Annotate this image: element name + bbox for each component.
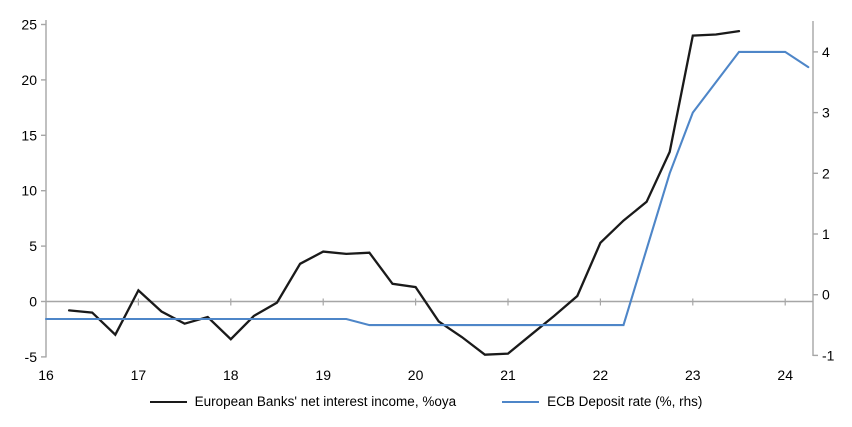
x-tick-label: 17: [131, 367, 147, 383]
right-y-tick-label: 2: [822, 165, 830, 181]
right-y-tick-label: -1: [822, 347, 835, 363]
x-tick-label: 18: [223, 367, 239, 383]
left-y-tick-label: 15: [21, 127, 37, 143]
nii-line: [67, 29, 741, 356]
left-y-tick-label: 10: [21, 183, 37, 199]
legend-entry-nii: European Banks' net interest income, %oy…: [149, 394, 457, 409]
x-tick-label: 20: [408, 367, 424, 383]
left-y-tick-label: 0: [29, 294, 37, 310]
left-y-tick-label: 20: [21, 72, 37, 88]
nii-legend-label: European Banks' net interest income, %oy…: [194, 394, 457, 409]
left-y-tick-label: 5: [29, 238, 37, 254]
deposit-rate-line-sample: [502, 400, 540, 403]
x-tick-label: 23: [685, 367, 701, 383]
x-tick-label: 21: [500, 367, 516, 383]
right-y-tick-label: 3: [822, 105, 830, 121]
right-y-tick-label: 4: [822, 44, 830, 60]
x-tick-label: 24: [777, 367, 793, 383]
deposit-rate-line: [44, 50, 810, 327]
chart-legend: European Banks' net interest income, %oy…: [0, 394, 852, 409]
x-tick-label: 22: [593, 367, 609, 383]
deposit-rate-legend-label: ECB Deposit rate (%, rhs): [547, 394, 703, 409]
x-tick-label: 16: [38, 367, 54, 383]
left-y-tick-label: -5: [25, 349, 38, 365]
right-y-tick-label: 0: [822, 287, 830, 303]
nii-line-sample: [149, 400, 187, 403]
left-y-tick-label: 25: [21, 17, 37, 33]
x-tick-label: 19: [315, 367, 331, 383]
legend-entry-deposit-rate: ECB Deposit rate (%, rhs): [502, 394, 702, 409]
right-y-tick-label: 1: [822, 226, 830, 242]
